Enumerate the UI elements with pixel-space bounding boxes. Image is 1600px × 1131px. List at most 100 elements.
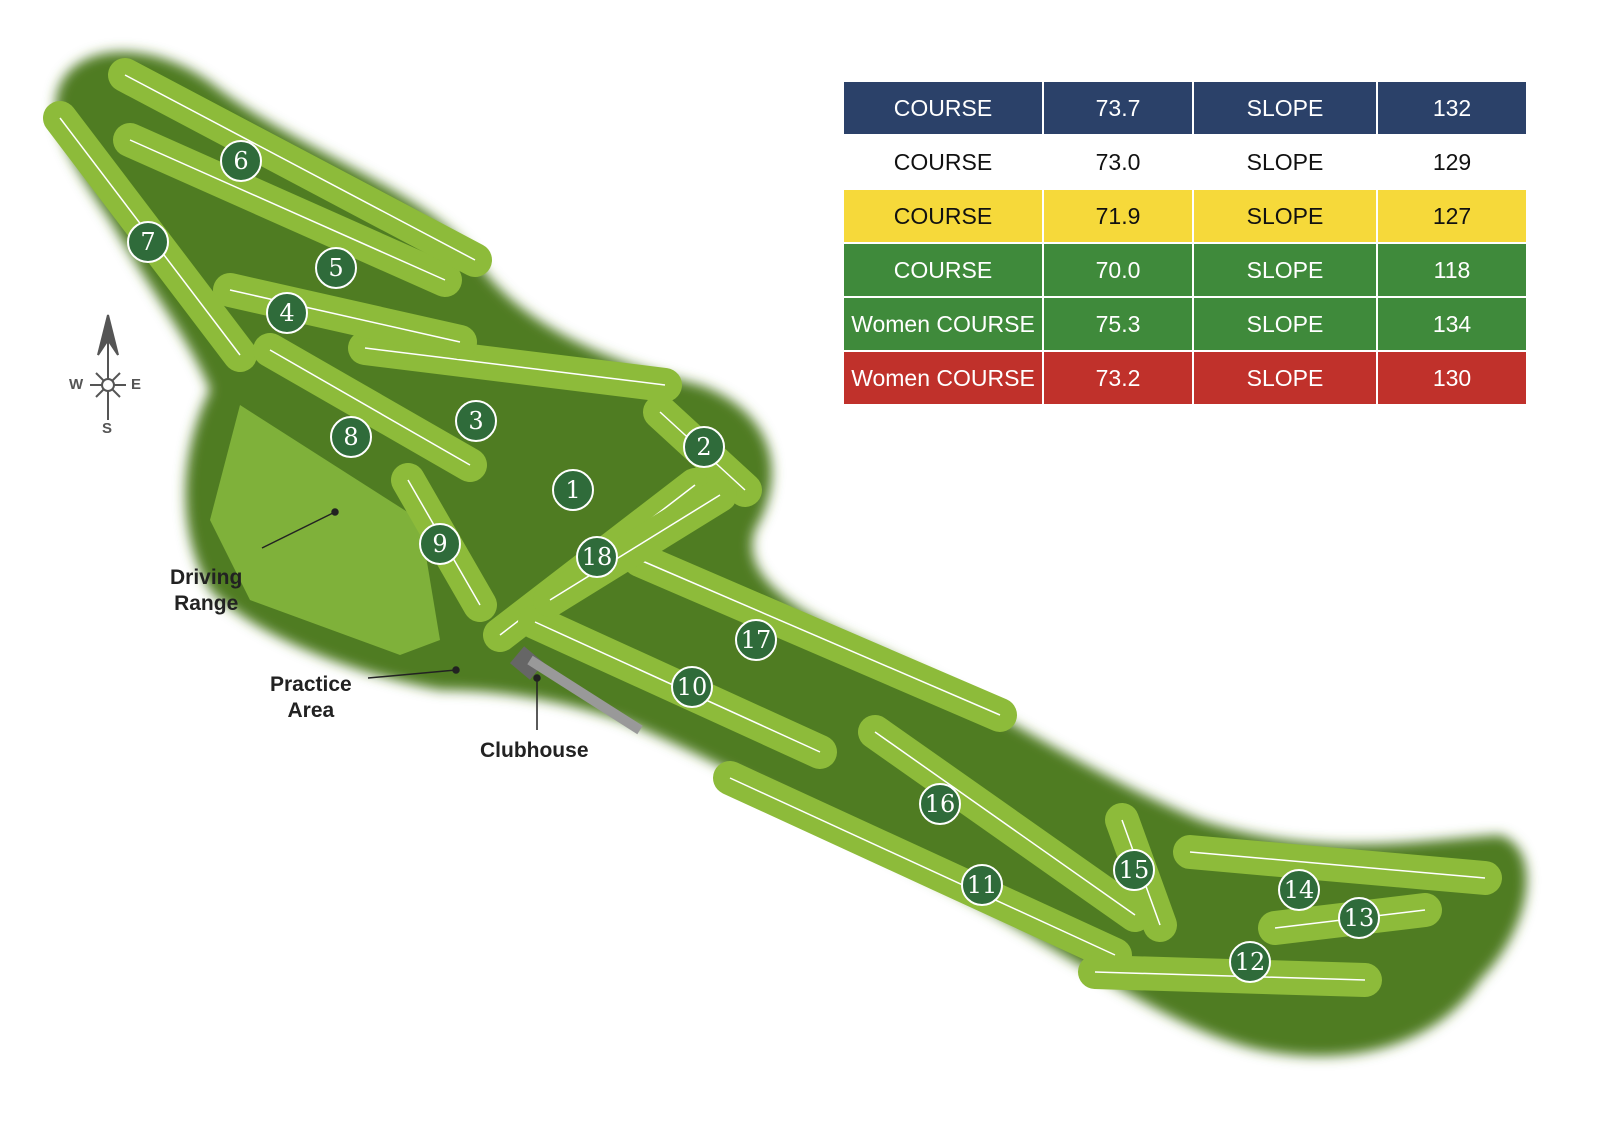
- course-rating: 75.3: [1042, 296, 1194, 352]
- course-label: COURSE: [842, 80, 1044, 136]
- hole-marker-12: 12: [1229, 941, 1271, 983]
- hole-marker-11: 11: [961, 864, 1003, 906]
- hole-circle: [419, 523, 461, 565]
- hole-line-5: [129, 139, 446, 281]
- hole-marker-5: 5: [315, 247, 357, 289]
- rating-row: COURSE 73.0 SLOPE 129: [842, 134, 1528, 190]
- entrance-road: [527, 655, 643, 735]
- hole-number: 10: [677, 673, 708, 701]
- hole-circle: [576, 536, 618, 578]
- hole-marker-14: 14: [1278, 869, 1320, 911]
- hole-number: 16: [925, 790, 956, 818]
- hole-marker-4: 4: [266, 292, 308, 334]
- hole-marker-18: 18: [576, 536, 618, 578]
- hole-marker-17: 17: [735, 619, 777, 661]
- hole-circle: [735, 619, 777, 661]
- hole-line-8: [269, 349, 471, 466]
- hole-line-14: [1189, 851, 1486, 879]
- hole-circle: [1229, 941, 1271, 983]
- slope-rating: 134: [1376, 296, 1528, 352]
- clubhouse-building: [509, 646, 545, 680]
- hole-number: 6: [233, 147, 248, 175]
- hole-circle: [330, 416, 372, 458]
- hole-line-6: [124, 74, 476, 261]
- slope-rating: 130: [1376, 350, 1528, 406]
- hole-number: 8: [343, 423, 358, 451]
- hole-circle: [961, 864, 1003, 906]
- hole-circle: [1338, 897, 1380, 939]
- hole-number: 4: [279, 299, 294, 327]
- hole-number: 15: [1119, 856, 1150, 884]
- course-label: Women COURSE: [842, 296, 1044, 352]
- course-label: COURSE: [842, 242, 1044, 298]
- slope-label: SLOPE: [1192, 134, 1378, 190]
- hole-number: 2: [696, 433, 711, 461]
- slope-rating: 132: [1376, 80, 1528, 136]
- hole-circle: [919, 783, 961, 825]
- hole-number: 7: [140, 228, 155, 256]
- hole-number: 18: [582, 543, 613, 571]
- rating-row: COURSE 73.7 SLOPE 132: [842, 80, 1528, 136]
- hole-line-16: [874, 731, 1136, 916]
- slope-label: SLOPE: [1192, 188, 1378, 244]
- hole-line-3: [364, 347, 666, 386]
- compass-rose-icon: [90, 314, 126, 420]
- hole-marker-6: 6: [220, 140, 262, 182]
- compass-south: S: [102, 420, 113, 437]
- hole-number: 12: [1235, 948, 1266, 976]
- hole-number: 13: [1344, 904, 1375, 932]
- hole-marker-16: 16: [919, 783, 961, 825]
- hole-number: 17: [741, 626, 772, 654]
- hole-marker-8: 8: [330, 416, 372, 458]
- hole-number: 11: [967, 871, 998, 899]
- course-label: COURSE: [842, 188, 1044, 244]
- slope-label: SLOPE: [1192, 242, 1378, 298]
- driving-range: [210, 405, 440, 655]
- hole-circle: [683, 426, 725, 468]
- slope-label: SLOPE: [1192, 296, 1378, 352]
- course-rating: 73.7: [1042, 80, 1194, 136]
- hole-circle: [220, 140, 262, 182]
- course-rating: 70.0: [1042, 242, 1194, 298]
- rating-row: COURSE 71.9 SLOPE 127: [842, 188, 1528, 244]
- rating-row: Women COURSE 75.3 SLOPE 134: [842, 296, 1528, 352]
- hole-marker-3: 3: [455, 400, 497, 442]
- hole-marker-10: 10: [671, 666, 713, 708]
- clubhouse-label: Clubhouse: [480, 739, 589, 762]
- hole-number: 1: [565, 476, 580, 504]
- compass-west: W: [69, 376, 84, 393]
- hole-line-11: [729, 777, 1116, 956]
- rating-row: COURSE 70.0 SLOPE 118: [842, 242, 1528, 298]
- hole-marker-15: 15: [1113, 849, 1155, 891]
- hole-marker-7: 7: [127, 221, 169, 263]
- slope-rating: 118: [1376, 242, 1528, 298]
- hole-line-18: [549, 494, 721, 601]
- course-label: COURSE: [842, 134, 1044, 190]
- hole-circle: [1113, 849, 1155, 891]
- hole-circle: [266, 292, 308, 334]
- compass-east: E: [131, 376, 142, 393]
- hole-circle: [315, 247, 357, 289]
- course-ratings-table: COURSE 73.7 SLOPE 132 COURSE 73.0 SLOPE 129 COUR…: [842, 80, 1528, 406]
- course-rating: 73.2: [1042, 350, 1194, 406]
- hole-number: 9: [432, 530, 447, 558]
- hole-marker-13: 13: [1338, 897, 1380, 939]
- hole-marker-9: 9: [419, 523, 461, 565]
- slope-label: SLOPE: [1192, 350, 1378, 406]
- hole-number: 14: [1284, 876, 1315, 904]
- rating-row: Women COURSE 73.2 SLOPE 130: [842, 350, 1528, 406]
- practice-area-label: Practice Area: [270, 673, 352, 722]
- hole-marker-1: 1: [552, 469, 594, 511]
- course-label: Women COURSE: [842, 350, 1044, 406]
- hole-circle: [127, 221, 169, 263]
- hole-marker-2: 2: [683, 426, 725, 468]
- hole-circle: [1278, 869, 1320, 911]
- hole-circle: [455, 400, 497, 442]
- hole-number: 5: [328, 254, 343, 282]
- hole-line-4: [229, 289, 461, 343]
- hole-circle: [671, 666, 713, 708]
- course-rating: 73.0: [1042, 134, 1194, 190]
- course-rating: 71.9: [1042, 188, 1194, 244]
- label-leader-lines: [261, 508, 541, 730]
